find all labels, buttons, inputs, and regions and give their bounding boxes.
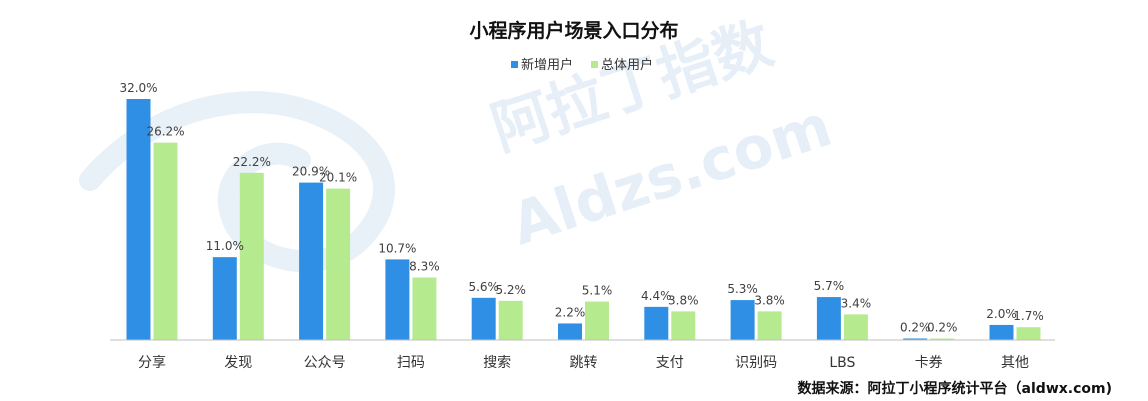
legend: 新增用户 总体用户 <box>511 57 653 73</box>
value-label-new-users: 20.9% <box>292 165 330 179</box>
value-label-new-users: 5.3% <box>727 282 758 296</box>
value-label-total-users: 26.2% <box>146 125 184 139</box>
bar-new-users <box>558 323 582 340</box>
bar-new-users <box>126 99 151 340</box>
bars-group <box>126 99 1041 340</box>
legend-swatch-new-users <box>511 61 518 68</box>
value-label-total-users: 8.3% <box>409 259 440 273</box>
bar-total-users <box>585 301 609 340</box>
bar-total-users <box>930 338 955 340</box>
bar-new-users <box>644 306 669 340</box>
bar-total-users <box>412 277 437 340</box>
category-labels-group: 分享 发现 公众号 扫码 搜索 跳转 支付 识别码 LBS 卡券 其他 <box>138 354 1029 371</box>
value-label-new-users: 11.0% <box>206 239 244 253</box>
bar-new-users <box>816 297 841 340</box>
legend-swatch-total-users <box>591 61 598 68</box>
value-label-total-users: 22.2% <box>233 155 271 169</box>
watermark: 阿拉丁指数 Aldzs.com <box>79 9 839 273</box>
value-label-new-users: 5.7% <box>814 279 845 293</box>
value-label-new-users: 32.0% <box>119 81 157 95</box>
value-label-total-users: 0.2% <box>927 320 958 334</box>
watermark-logo <box>79 91 395 273</box>
value-label-total-users: 5.2% <box>495 283 526 297</box>
bar-new-users <box>730 300 755 340</box>
value-label-total-users: 5.1% <box>582 284 613 298</box>
bar-total-users <box>757 311 782 340</box>
bar-new-users <box>299 182 324 340</box>
bar-total-users <box>843 314 868 340</box>
category-label: 公众号 <box>304 355 346 371</box>
bar-total-users <box>326 188 351 340</box>
bar-total-users <box>671 311 696 340</box>
data-source: 数据来源：阿拉丁小程序统计平台（aldwx.com) <box>798 380 1112 397</box>
category-label: 扫码 <box>397 355 425 371</box>
category-label: 支付 <box>656 355 684 371</box>
category-label: 其他 <box>1001 355 1029 371</box>
value-label-new-users: 0.2% <box>900 320 931 334</box>
category-label: 识别码 <box>735 355 777 371</box>
category-label: 跳转 <box>570 355 598 371</box>
value-label-new-users: 2.2% <box>555 305 586 319</box>
value-label-total-users: 3.8% <box>754 293 785 307</box>
bar-new-users <box>212 257 237 340</box>
bar-total-users <box>1016 327 1041 340</box>
bar-total-users <box>239 172 264 340</box>
value-label-total-users: 1.7% <box>1013 309 1044 323</box>
bar-total-users <box>153 142 178 340</box>
value-label-new-users: 10.7% <box>378 241 416 255</box>
value-label-new-users: 4.4% <box>641 289 672 303</box>
bar-total-users <box>498 300 523 340</box>
value-label-total-users: 3.4% <box>841 296 872 310</box>
category-label: 分享 <box>138 354 166 371</box>
category-label: 搜索 <box>483 354 511 371</box>
chart-title: 小程序用户场景入口分布 <box>469 19 678 42</box>
category-label: 发现 <box>224 355 252 371</box>
value-label-total-users: 20.1% <box>319 171 357 185</box>
category-label: 卡券 <box>915 355 943 371</box>
legend-label-total-users: 总体用户 <box>601 57 653 73</box>
bar-new-users <box>385 259 410 340</box>
bar-new-users <box>989 324 1014 340</box>
category-label: LBS <box>829 355 855 371</box>
bar-new-users <box>903 338 928 340</box>
value-labels-group: 32.0% 26.2% 11.0% 22.2% 20.9%20.1% 10.7% 8.3% 5… <box>119 81 1043 334</box>
value-label-new-users: 2.0% <box>986 307 1017 321</box>
legend-label-new-users: 新增用户 <box>521 57 573 73</box>
value-label-new-users: 5.6% <box>468 280 499 294</box>
bar-new-users <box>471 297 496 340</box>
value-label-total-users: 3.8% <box>668 293 699 307</box>
